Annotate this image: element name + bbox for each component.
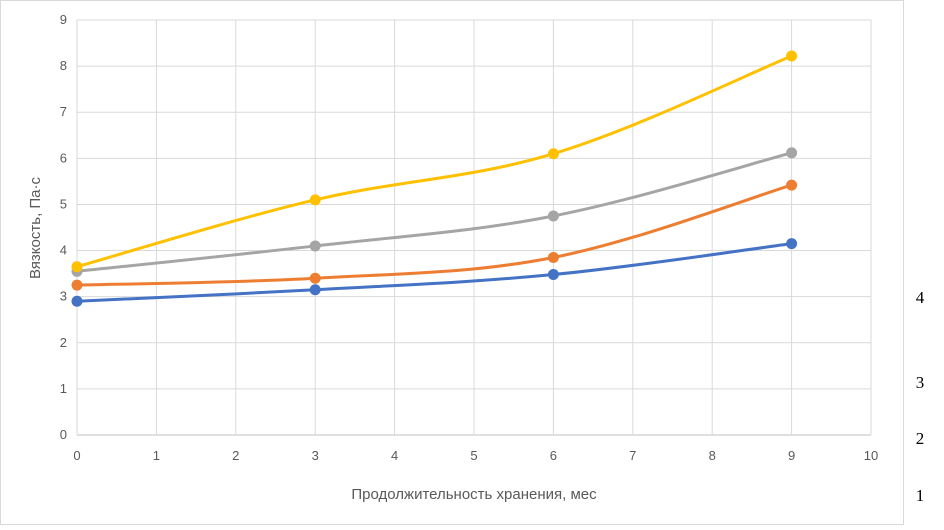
series-line-3 bbox=[75, 151, 794, 273]
tick-labels: 0 1 2 3 4 5 6 7 8 9 0 1 2 3 4 5 6 7 8 9 10 bbox=[60, 12, 878, 463]
data-point-series-2 bbox=[547, 251, 559, 263]
y-tick-label: 7 bbox=[60, 104, 67, 119]
data-point-series-2 bbox=[786, 179, 798, 191]
curve-number-label: 4 bbox=[916, 288, 925, 307]
x-tick-label: 6 bbox=[550, 448, 557, 463]
y-tick-label: 9 bbox=[60, 12, 67, 27]
data-point-series-4 bbox=[71, 261, 83, 273]
x-tick-label: 2 bbox=[232, 448, 239, 463]
x-tick-label: 5 bbox=[470, 448, 477, 463]
markers-group bbox=[71, 50, 798, 307]
chart-area-border bbox=[0, 0, 904, 525]
data-point-series-2 bbox=[71, 279, 83, 291]
series-line-1 bbox=[75, 242, 794, 303]
y-tick-label: 6 bbox=[60, 150, 67, 165]
x-tick-label: 10 bbox=[864, 448, 878, 463]
y-tick-label: 3 bbox=[60, 289, 67, 304]
y-tick-label: 1 bbox=[60, 381, 67, 396]
x-tick-label: 4 bbox=[391, 448, 398, 463]
y-axis-title: Вязкость, Па·с bbox=[27, 176, 44, 279]
curve-number-label: 3 bbox=[916, 373, 925, 392]
data-point-series-3 bbox=[547, 210, 559, 222]
x-tick-label: 3 bbox=[312, 448, 319, 463]
y-tick-label: 5 bbox=[60, 196, 67, 211]
curve-number-label: 1 bbox=[916, 486, 925, 505]
x-tick-label: 1 bbox=[153, 448, 160, 463]
data-point-series-1 bbox=[309, 284, 321, 296]
curve-number-label: 2 bbox=[916, 429, 925, 448]
y-tick-label: 2 bbox=[60, 335, 67, 350]
data-point-series-4 bbox=[786, 50, 798, 62]
x-tick-label: 7 bbox=[629, 448, 636, 463]
x-tick-label: 8 bbox=[709, 448, 716, 463]
data-point-series-1 bbox=[547, 269, 559, 281]
data-point-series-3 bbox=[309, 240, 321, 252]
data-point-series-1 bbox=[786, 238, 798, 250]
y-tick-label: 0 bbox=[60, 427, 67, 442]
data-point-series-3 bbox=[786, 147, 798, 159]
x-tick-label: 0 bbox=[73, 448, 80, 463]
x-tick-label: 9 bbox=[788, 448, 795, 463]
x-axis-title: Продолжительность хранения, мес bbox=[351, 486, 597, 503]
series-line-2 bbox=[75, 183, 794, 287]
grid bbox=[76, 19, 872, 436]
series-line-4 bbox=[75, 54, 794, 269]
y-tick-label: 8 bbox=[60, 58, 67, 73]
data-point-series-1 bbox=[71, 295, 83, 307]
y-tick-label: 4 bbox=[60, 243, 67, 258]
data-point-series-4 bbox=[547, 148, 559, 160]
data-point-series-4 bbox=[309, 194, 321, 206]
data-point-series-2 bbox=[309, 272, 321, 284]
series-group bbox=[75, 54, 794, 303]
curve-labels: 4 3 2 1 bbox=[916, 288, 925, 505]
